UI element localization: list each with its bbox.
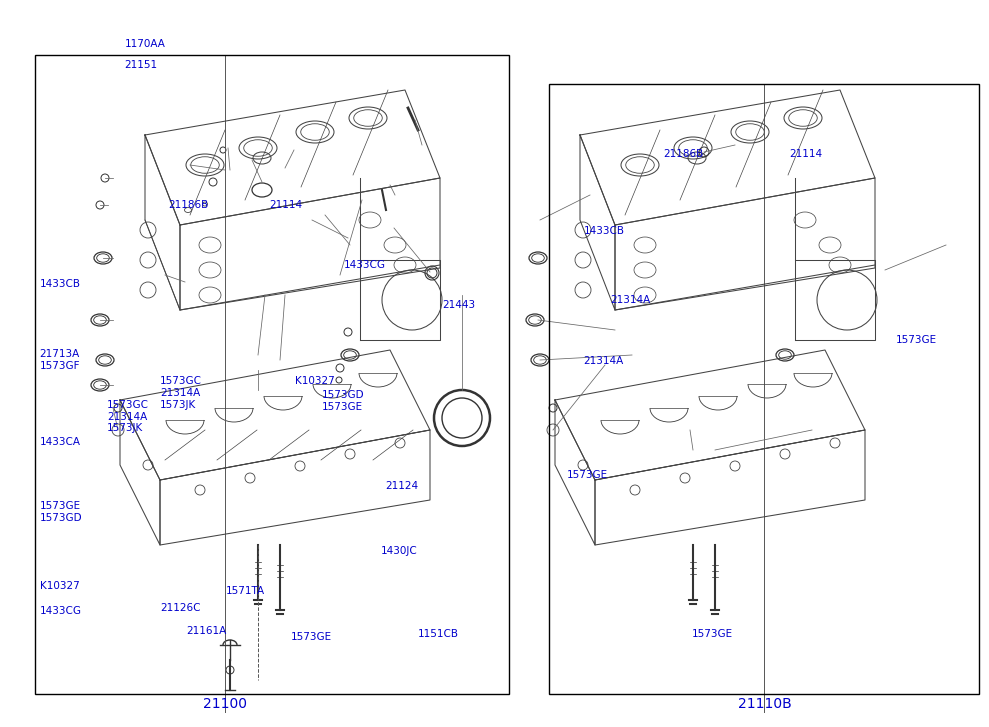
Text: 21314A: 21314A (160, 387, 201, 398)
Text: K10327: K10327 (295, 376, 334, 386)
Text: 21314A: 21314A (610, 294, 651, 305)
Text: 21314A: 21314A (584, 356, 624, 366)
Text: 1433CB: 1433CB (584, 226, 624, 236)
Text: 1573GE: 1573GE (896, 334, 938, 345)
Bar (35, 55, 509, 694)
Text: 1573GC: 1573GC (107, 400, 148, 410)
Text: 1573GE: 1573GE (291, 632, 332, 642)
Text: 1151CB: 1151CB (417, 629, 458, 639)
Text: 1573GD: 1573GD (321, 390, 364, 400)
Text: 21100: 21100 (204, 696, 247, 711)
Text: 21314A: 21314A (107, 411, 147, 422)
Text: 1433CG: 1433CG (40, 606, 81, 616)
Text: 21114: 21114 (269, 200, 302, 210)
Text: 1571TA: 1571TA (225, 586, 265, 596)
Text: 1433CB: 1433CB (40, 278, 80, 289)
Text: 21114: 21114 (789, 149, 822, 159)
Text: 21110B: 21110B (738, 696, 791, 711)
Bar (549, 84, 979, 694)
Text: 21126C: 21126C (160, 603, 201, 613)
Text: 1573GE: 1573GE (321, 402, 363, 412)
Text: 1573GE: 1573GE (40, 501, 81, 511)
Text: 1170AA: 1170AA (125, 39, 165, 49)
Text: 1433CA: 1433CA (40, 437, 80, 447)
Text: 1573GC: 1573GC (160, 376, 202, 386)
Text: 1430JC: 1430JC (381, 546, 417, 556)
Text: 1573GD: 1573GD (40, 513, 82, 523)
Text: 21713A: 21713A (40, 349, 80, 359)
Text: 21443: 21443 (442, 300, 475, 310)
Text: 21151: 21151 (125, 60, 157, 71)
Text: 1433CG: 1433CG (344, 260, 386, 270)
Text: 21161A: 21161A (186, 626, 226, 636)
Text: 1573GF: 1573GF (40, 361, 80, 371)
Text: 1573JK: 1573JK (160, 400, 197, 410)
Text: 21124: 21124 (386, 481, 418, 491)
Text: 1573JK: 1573JK (107, 423, 143, 433)
Text: 1573GE: 1573GE (567, 470, 608, 481)
Text: K10327: K10327 (40, 581, 79, 591)
Text: 21186B: 21186B (168, 200, 209, 210)
Text: 21186B: 21186B (664, 149, 704, 159)
Text: 1573GE: 1573GE (692, 629, 734, 639)
